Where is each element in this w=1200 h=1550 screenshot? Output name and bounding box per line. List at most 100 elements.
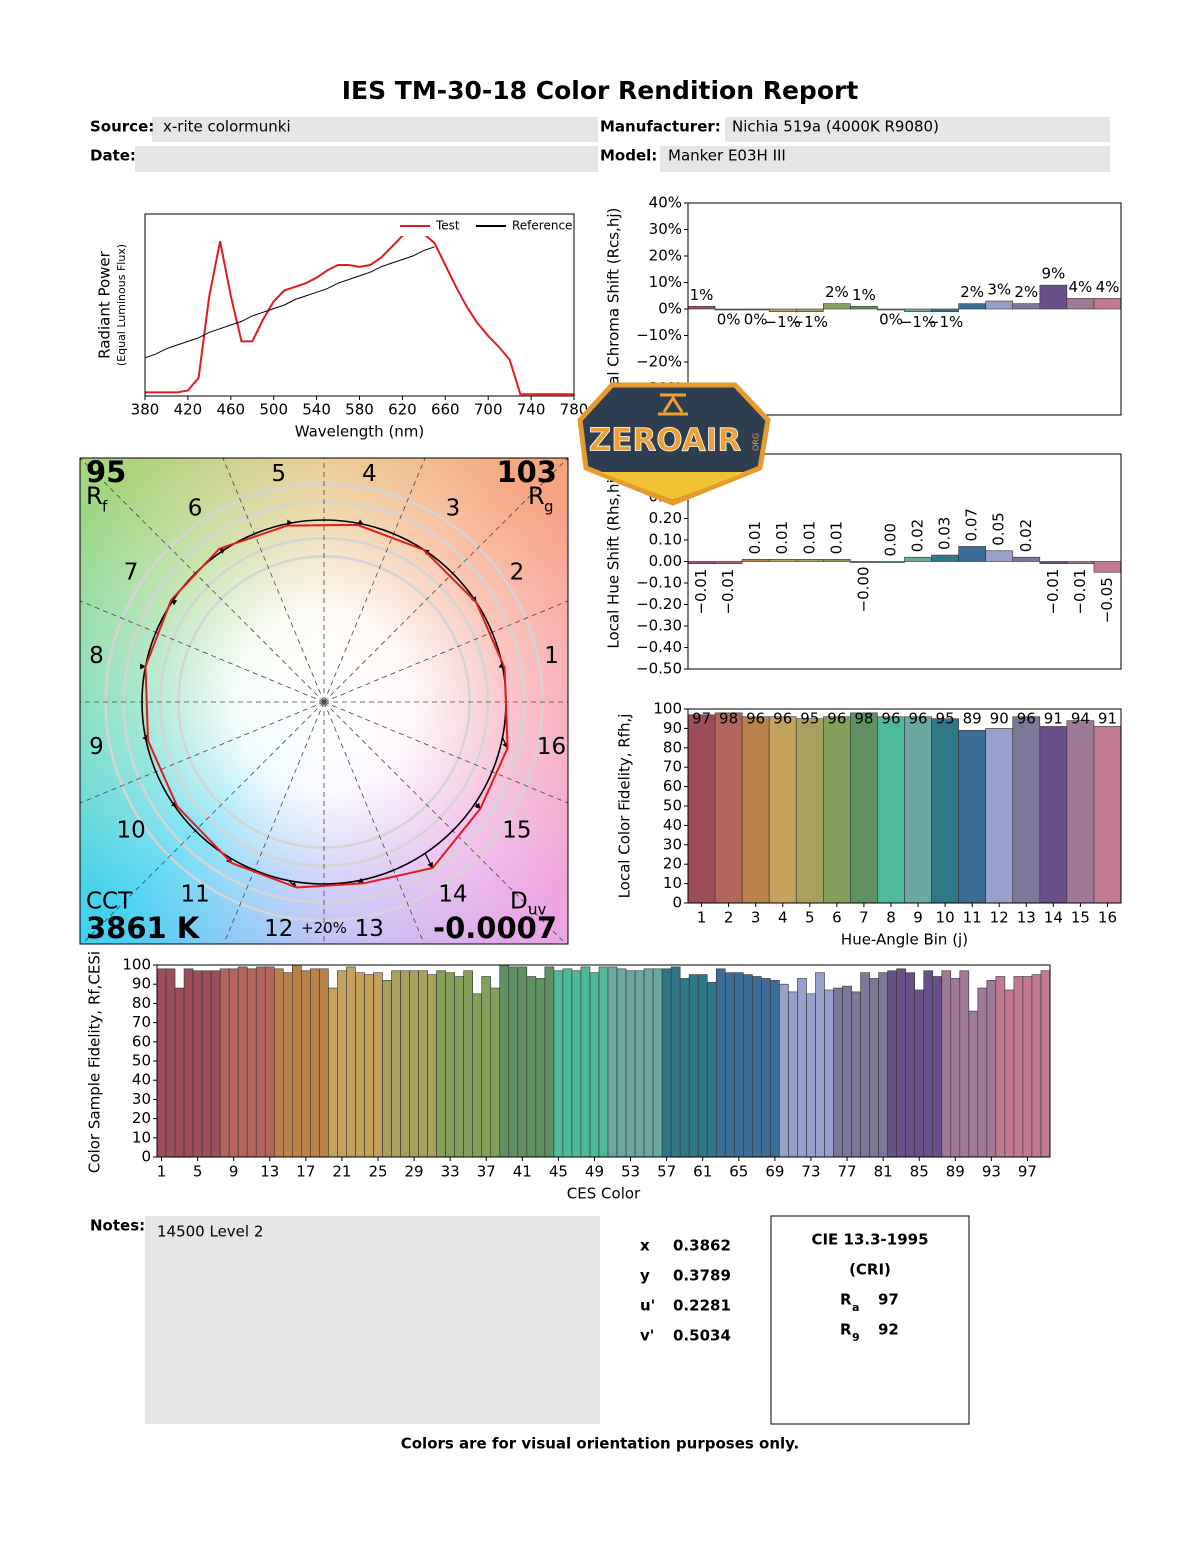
- bar: [454, 976, 464, 1158]
- x-tick-label: 53: [621, 1163, 640, 1181]
- bar: [797, 978, 807, 1158]
- hue-bin-label: 6: [188, 496, 203, 522]
- bar: [806, 993, 816, 1158]
- bar: [328, 987, 338, 1158]
- bar: [833, 987, 843, 1158]
- x-tick-label: 4: [778, 909, 788, 927]
- duv-symbol: D: [510, 889, 528, 915]
- bar: [337, 970, 347, 1158]
- x-tick-label: 81: [874, 1163, 893, 1181]
- rf-value: 95: [86, 455, 126, 489]
- rf-subscript: f: [102, 498, 108, 516]
- bar: [481, 976, 492, 1158]
- bar: [364, 974, 374, 1158]
- bar: [282, 972, 293, 1158]
- notes-label: Notes:: [90, 1217, 145, 1235]
- x-tick-label: 5: [805, 909, 815, 927]
- bar: [210, 970, 221, 1158]
- bin-boundary: [323, 701, 425, 944]
- cri-symbol: R: [840, 1291, 852, 1309]
- y-tick-label: 40: [663, 816, 682, 834]
- bin-boundary: [222, 458, 325, 703]
- bar: [391, 970, 401, 1158]
- rg-value: 103: [496, 455, 557, 489]
- x-tick-label: 2: [724, 909, 734, 927]
- y-tick-label: −10%: [636, 326, 682, 344]
- x-tick-label: 15: [1071, 909, 1090, 927]
- y-tick-label: 30%: [649, 220, 682, 238]
- value-label: 4%: [1096, 278, 1120, 296]
- y-tick-label: 0.20: [649, 509, 682, 527]
- ring-label: +20%: [301, 919, 347, 937]
- shift-arrow: [474, 802, 481, 810]
- bar: [932, 976, 943, 1158]
- x-tick-label: 29: [405, 1163, 424, 1181]
- y-axis-sublabel: (Equal Luminous Flux): [115, 244, 128, 366]
- bar: [770, 980, 780, 1158]
- y-tick-label: 50: [132, 1052, 151, 1070]
- bar: [985, 300, 1014, 310]
- bar: [714, 561, 743, 564]
- hue-bin-label: 13: [355, 916, 384, 942]
- bar: [741, 716, 770, 904]
- bar: [905, 972, 915, 1158]
- bar: [292, 964, 302, 1158]
- value-label: −0.01: [719, 569, 737, 615]
- hue-bin-label: 16: [537, 734, 566, 760]
- hue-bin-label: 14: [438, 881, 467, 907]
- bar: [795, 559, 824, 562]
- y-tick-label: 90: [663, 719, 682, 737]
- value-label: 96: [773, 710, 792, 728]
- value-label: 91: [1044, 710, 1063, 728]
- bar: [768, 308, 797, 312]
- bar: [931, 308, 959, 312]
- x-tick-label: 12: [990, 909, 1009, 927]
- value-label: 0%: [744, 311, 768, 329]
- x-tick-label: 700: [474, 401, 503, 419]
- rg-symbol: R: [528, 482, 545, 510]
- watermark-text: ZEROAIR: [589, 423, 742, 459]
- bar: [923, 970, 934, 1158]
- x-tick-label: 49: [585, 1163, 604, 1181]
- plot-frame: [687, 453, 1122, 670]
- bar: [968, 1010, 979, 1158]
- spectrum-line: [144, 246, 435, 359]
- y-tick-label: 60: [132, 1032, 151, 1050]
- bar: [823, 559, 851, 562]
- bar: [958, 303, 986, 310]
- field-box: [135, 146, 598, 172]
- value-label: 96: [881, 710, 900, 728]
- bar: [715, 968, 726, 1158]
- bar: [625, 970, 636, 1158]
- y-tick-label: 0: [141, 1148, 151, 1166]
- bin-boundary: [80, 701, 325, 804]
- value-label: 98: [719, 710, 738, 728]
- test-polygon: [144, 523, 509, 889]
- value-label: −0.01: [1071, 569, 1089, 615]
- bar: [463, 970, 474, 1158]
- value-label: 94: [1071, 710, 1090, 728]
- y-axis-label: Local Color Fidelity, Rfh,j: [616, 714, 634, 899]
- x-tick-label: 37: [477, 1163, 496, 1181]
- bar: [219, 968, 230, 1158]
- bar: [382, 980, 392, 1158]
- bar: [400, 970, 410, 1158]
- x-tick-label: 660: [431, 401, 460, 419]
- bar: [904, 556, 932, 562]
- bar: [1039, 726, 1068, 904]
- y-tick-label: −0.20: [636, 595, 682, 613]
- bar: [508, 966, 519, 1158]
- chromaticity-value: 0.3789: [673, 1267, 731, 1285]
- value-label: 96: [827, 710, 846, 728]
- bar: [877, 716, 905, 904]
- bar: [255, 966, 266, 1158]
- bar: [795, 718, 824, 904]
- x-tick-label: 57: [657, 1163, 676, 1181]
- x-tick-label: 7: [859, 909, 869, 927]
- field-label: Source:: [90, 118, 154, 136]
- bar: [850, 712, 878, 904]
- value-label: −0.01: [692, 569, 710, 615]
- bar: [1012, 716, 1041, 904]
- value-label: 2%: [960, 283, 984, 301]
- x-tick-label: 73: [801, 1163, 820, 1181]
